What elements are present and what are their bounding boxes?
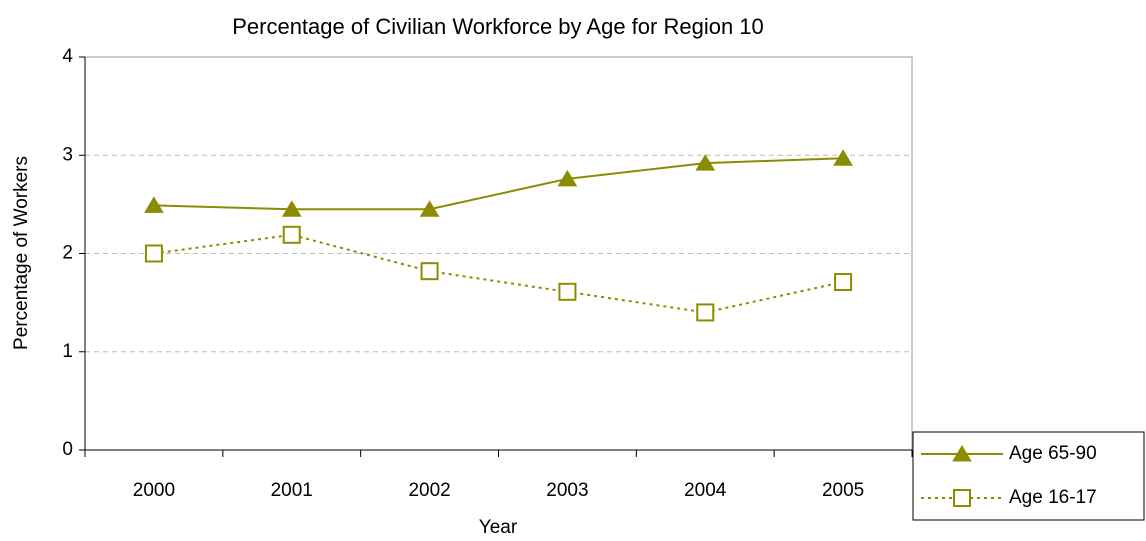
y-tick-label: 2 — [62, 243, 73, 264]
x-tick-label: 2003 — [546, 480, 588, 501]
marker — [419, 200, 440, 217]
y-tick-label: 0 — [62, 439, 73, 460]
marker — [557, 169, 578, 187]
legend-label: Age 65-90 — [1009, 443, 1097, 464]
marker — [420, 262, 439, 281]
y-tick-label: 1 — [62, 341, 73, 362]
series-line — [153, 157, 844, 211]
y-tick-label: 4 — [62, 46, 73, 67]
legend — [912, 431, 1145, 521]
marker — [833, 149, 853, 166]
legend-marker — [953, 489, 971, 507]
x-tick-label: 2002 — [408, 480, 450, 501]
x-tick-label: 2000 — [133, 480, 175, 501]
marker — [281, 200, 302, 217]
marker — [696, 303, 715, 322]
legend-label: Age 16-17 — [1009, 487, 1097, 508]
marker — [144, 196, 164, 213]
x-tick-label: 2005 — [822, 480, 864, 501]
x-tick-label: 2001 — [271, 480, 313, 501]
marker — [144, 244, 163, 263]
marker — [834, 272, 853, 291]
x-tick-label: 2004 — [684, 480, 727, 501]
series-line — [153, 233, 844, 314]
marker — [695, 154, 716, 171]
y-axis-label: Percentage of Workers — [11, 156, 32, 350]
y-tick-label: 3 — [62, 144, 73, 165]
legend-marker — [952, 445, 972, 462]
chart-title: Percentage of Civilian Workforce by Age … — [232, 14, 764, 39]
marker — [282, 225, 301, 244]
x-axis-label: Year — [479, 517, 518, 538]
marker — [558, 282, 577, 301]
